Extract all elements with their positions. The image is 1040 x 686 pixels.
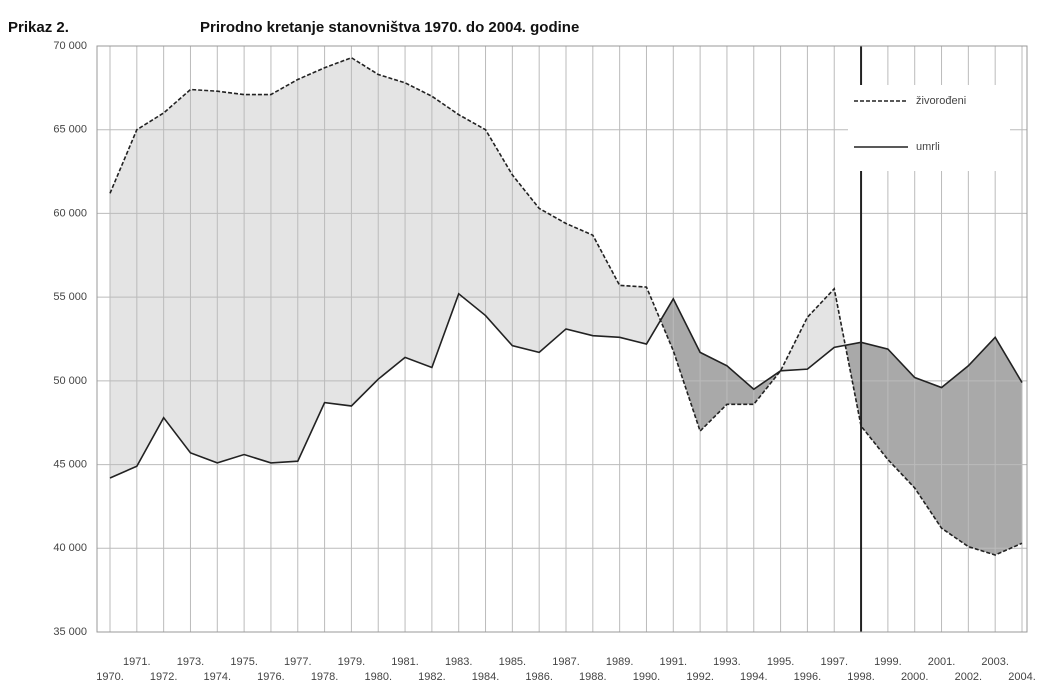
x-tick-label: 1972. [150, 671, 178, 683]
area-fill [968, 337, 996, 555]
x-tick-label: 1970. [96, 671, 124, 683]
series-line [109, 56, 1023, 556]
area-fill [163, 89, 191, 453]
legend-box [848, 85, 1010, 171]
legend-label: umrli [916, 141, 940, 153]
x-tick-label: 1986. [525, 671, 553, 683]
plot-frame [96, 45, 1028, 633]
x-tick-label: 1991. [660, 656, 688, 668]
x-tick-label: 1980. [364, 671, 392, 683]
x-tick-label: 1977. [284, 656, 312, 668]
area-fill [190, 89, 218, 463]
legend-label: živorođeni [916, 95, 966, 107]
area-fill [673, 298, 701, 432]
area-fill [244, 94, 271, 463]
area-fill [995, 337, 1022, 555]
area-fill [619, 285, 647, 345]
x-tick-label: 1993. [713, 656, 741, 668]
series-line [109, 292, 1023, 479]
area-fill [351, 57, 379, 406]
x-tick-label: 1971. [123, 656, 151, 668]
x-tick-label: 2004. [1008, 671, 1036, 683]
x-tick-label: 1997. [820, 656, 848, 668]
y-tick-label: 50 000 [53, 375, 87, 387]
area-fill [914, 377, 942, 529]
area-fill [592, 235, 620, 338]
area-fill [405, 82, 432, 368]
area-fill [270, 79, 298, 463]
x-tick-label: 1973. [177, 656, 205, 668]
area-fill [297, 67, 325, 462]
x-tick-label: 1976. [257, 671, 285, 683]
area-fill [485, 129, 513, 346]
area-fill [217, 91, 245, 463]
area-fill [861, 342, 888, 460]
x-tick-label: 1996. [794, 671, 822, 683]
x-tick-label: 2001. [928, 656, 956, 668]
area-fill [431, 96, 459, 368]
area-fill [646, 287, 661, 345]
y-tick-label: 40 000 [53, 542, 87, 554]
y-tick-label: 65 000 [53, 124, 87, 136]
y-tick-label: 60 000 [53, 207, 87, 219]
x-tick-label: 1975. [230, 656, 258, 668]
x-tick-label: 1983. [445, 656, 473, 668]
x-tick-label: 1985. [499, 656, 527, 668]
x-tick-label: 1984. [472, 671, 500, 683]
x-tick-label: 1990. [633, 671, 661, 683]
x-tick-label: 1992. [686, 671, 714, 683]
x-tick-label: 1979. [338, 656, 366, 668]
area-fill [110, 129, 137, 478]
area-fill [941, 365, 969, 547]
x-tick-label: 1982. [418, 671, 446, 683]
x-tick-label: 1989. [606, 656, 634, 668]
area-fill [512, 174, 540, 353]
x-tick-label: 1978. [311, 671, 339, 683]
x-tick-label: 1994. [740, 671, 768, 683]
area-fill [726, 365, 754, 405]
x-tick-label: 1981. [391, 656, 419, 668]
area-fill [378, 74, 406, 380]
x-tick-label: 2003. [981, 656, 1009, 668]
x-tick-label: 1999. [874, 656, 902, 668]
y-tick-label: 70 000 [53, 40, 87, 52]
x-tick-label: 1988. [579, 671, 607, 683]
x-tick-label: 2002. [955, 671, 983, 683]
area-fill [700, 352, 727, 432]
x-tick-label: 1998. [847, 671, 875, 683]
area-fill [324, 57, 352, 406]
chart-title: Prirodno kretanje stanovništva 1970. do … [200, 19, 579, 36]
x-tick-label: 1987. [552, 656, 580, 668]
x-tick-label: 1995. [767, 656, 795, 668]
area-fill [660, 298, 674, 351]
area-fill [566, 223, 593, 336]
y-tick-label: 55 000 [53, 291, 87, 303]
area-fill [136, 112, 164, 467]
y-tick-label: 45 000 [53, 458, 87, 470]
area-fill [807, 288, 835, 370]
area-fill [887, 349, 915, 489]
x-tick-label: 2000. [901, 671, 929, 683]
area-fill [539, 208, 566, 353]
y-tick-label: 35 000 [53, 626, 87, 638]
x-tick-label: 1974. [204, 671, 232, 683]
area-fill [458, 114, 486, 316]
chart-label: Prikaz 2. [8, 19, 69, 36]
